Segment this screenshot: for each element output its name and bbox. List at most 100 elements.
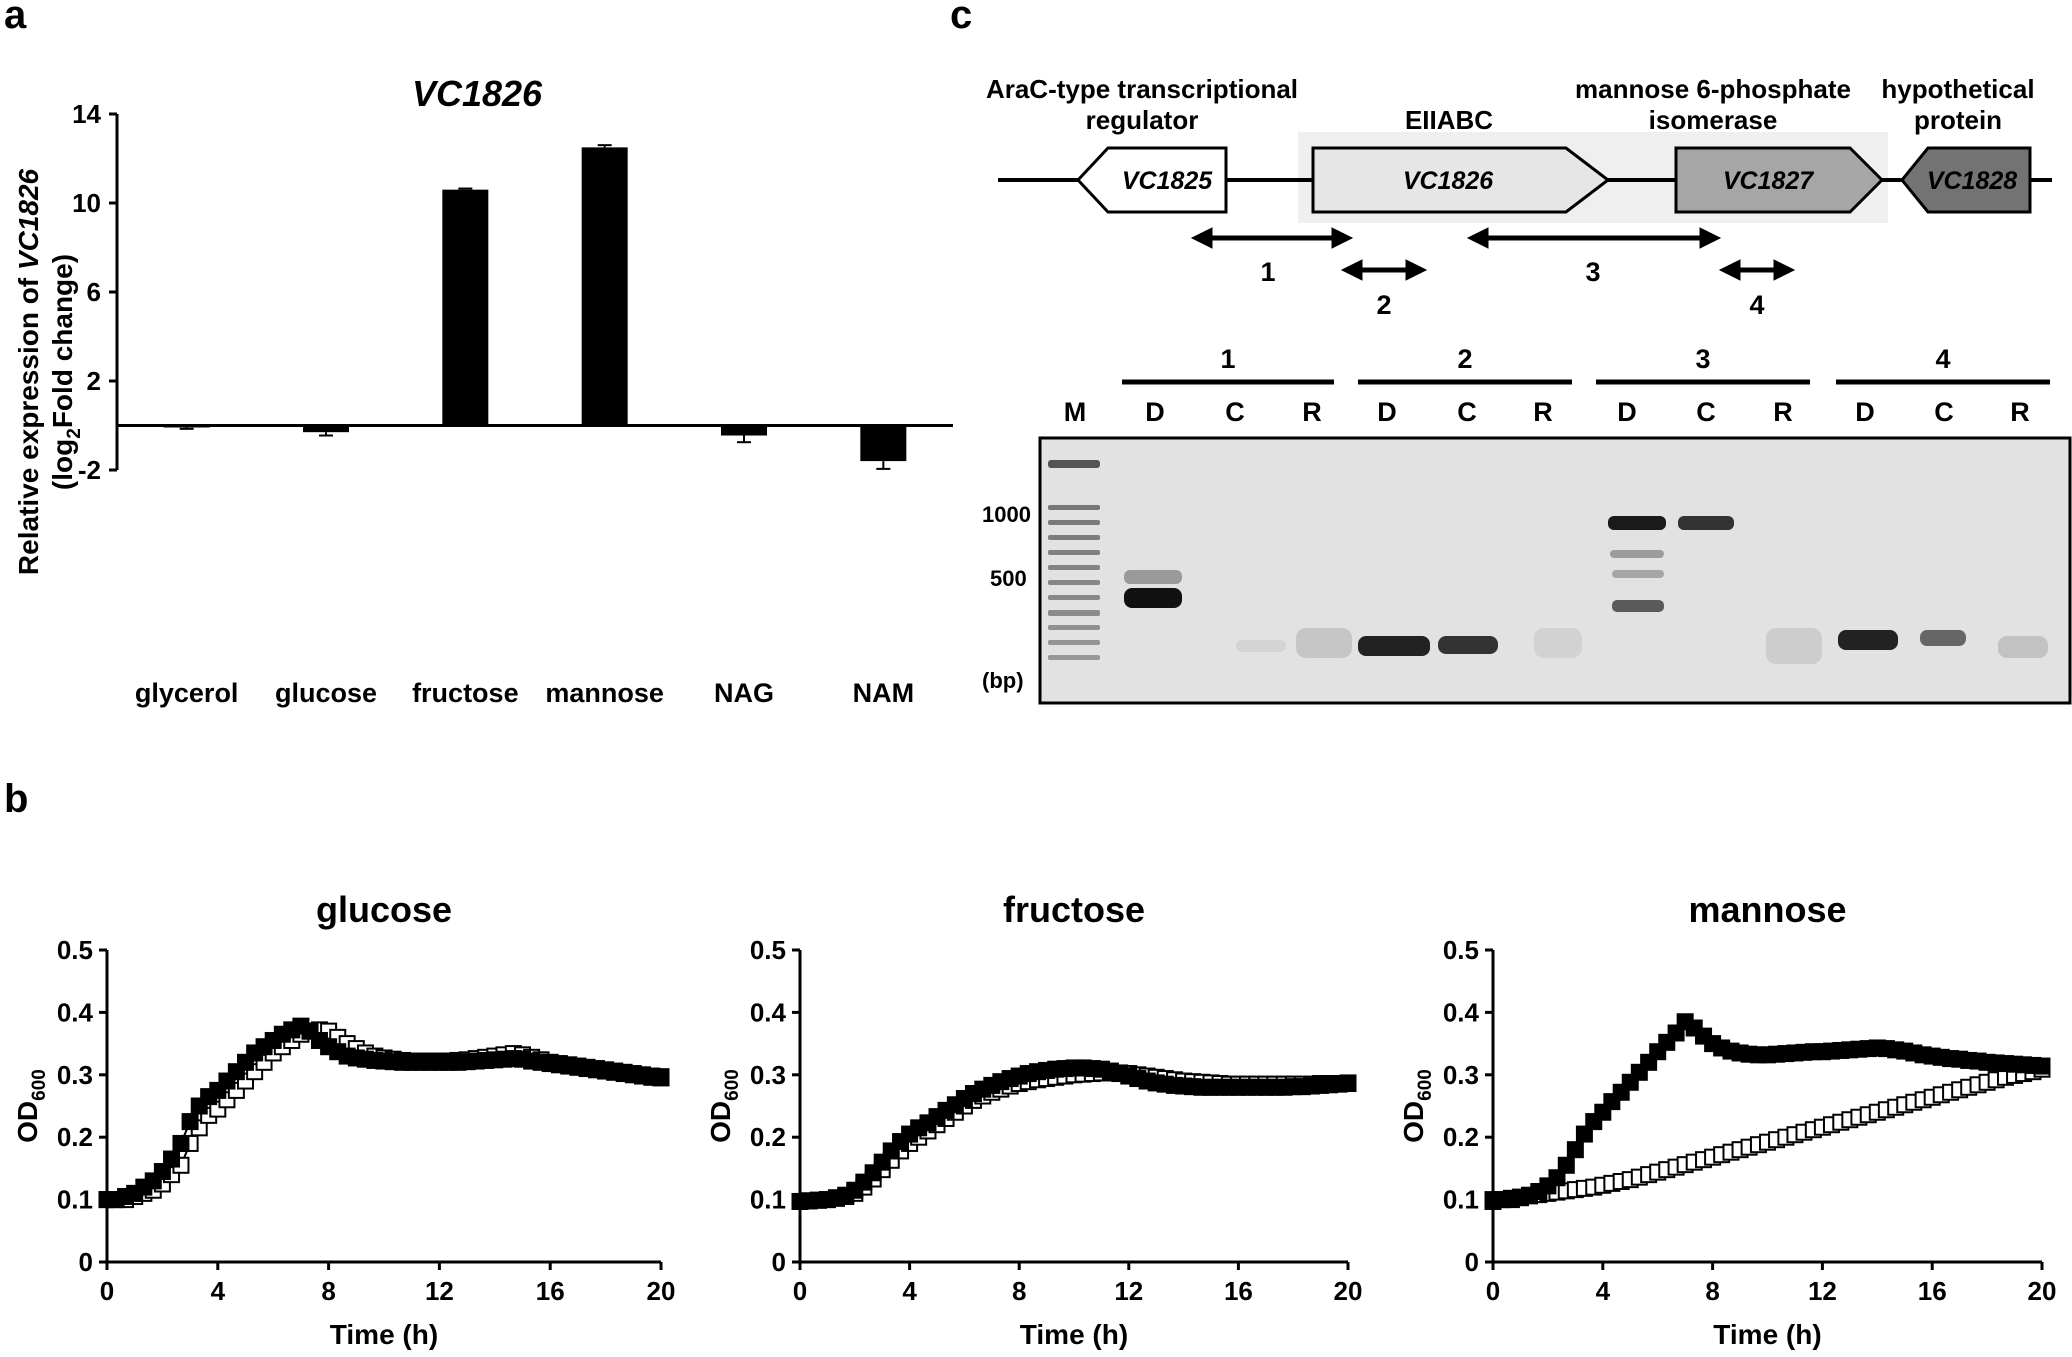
- gel-lane-label-4-R: R: [2010, 397, 2030, 427]
- gene-arrow-vc1825: [1075, 146, 1228, 214]
- growth-y-tick-label: 0.1: [750, 1185, 786, 1215]
- gene-desc-vc1825-line1: AraC-type transcriptional: [986, 74, 1298, 104]
- growth-x-tick-label: 4: [1596, 1276, 1611, 1306]
- gel-size-1000: 1000: [982, 502, 1031, 527]
- gene-name-vc1827: VC1827: [1723, 167, 1814, 195]
- growth-point-filled: [181, 1113, 199, 1131]
- amplicon-label-2: 2: [1376, 290, 1391, 320]
- bar-glycerol: [163, 425, 210, 428]
- gel-lane-label-2-R: R: [1533, 397, 1553, 427]
- gel-lane-label-1-C: C: [1225, 397, 1245, 427]
- bar-chart-bars: [163, 144, 907, 470]
- growth-y-tick-label: 0.5: [1443, 935, 1479, 965]
- gel-marker-ladder: [1048, 460, 1100, 660]
- bar-chart-title: VC1826: [412, 73, 543, 114]
- gene-desc-vc1825-line2: regulator: [1086, 105, 1199, 135]
- panel-letter-b: b: [4, 777, 28, 821]
- growth-y-tick-label: 0.3: [1443, 1060, 1479, 1090]
- amplicon-arrow-3: [1466, 227, 1722, 249]
- amplicon-label-3: 3: [1585, 257, 1600, 287]
- gel-group-headers: 1 2 3 4: [1122, 344, 2050, 385]
- growth-y-tick-label: 0: [772, 1247, 786, 1277]
- growth-chart-fructose: fructose 0 0.1 0.2 0.3 0.4 0.5 0 4 8 12 16 20 Time (h…: [705, 889, 1362, 1350]
- growth-ylabel-sub: 600: [722, 1069, 743, 1101]
- growth-x-tick-label: 4: [211, 1276, 226, 1306]
- growth-x-tick-label: 12: [425, 1276, 454, 1306]
- gene-desc-vc1827-line1: mannose 6-phosphate: [1575, 74, 1851, 104]
- growth-y-tick-label: 0.2: [750, 1122, 786, 1152]
- gel-group-label-2: 2: [1457, 344, 1472, 374]
- gel-lane-label-2-D: D: [1377, 397, 1397, 427]
- ylabel2-post: Fold change): [47, 254, 78, 428]
- gel-lane-label-1-R: R: [1302, 397, 1322, 427]
- bar-category-label-glucose: glucose: [275, 678, 377, 708]
- bar-category-label-NAM: NAM: [853, 678, 915, 708]
- amplicon-arrow-2: [1340, 259, 1428, 281]
- growth-y-tick-label: 0.2: [57, 1122, 93, 1152]
- amplicon-arrow-1: [1190, 227, 1354, 249]
- growth-y-tick-label: 0.4: [57, 997, 94, 1027]
- growth-ylabel: OD600: [705, 1069, 743, 1143]
- growth-point-filled: [1548, 1169, 1566, 1187]
- ylabel2-pre: (log: [47, 439, 78, 490]
- growth-x-tick-label: 16: [1918, 1276, 1947, 1306]
- gel-lane-label-4-D: D: [1855, 397, 1875, 427]
- bar-glucose: [303, 425, 349, 433]
- growth-ylabel-main: OD: [12, 1101, 43, 1143]
- growth-xlabel: Time (h): [1020, 1319, 1128, 1350]
- ylabel-prefix: Relative expression of: [13, 270, 44, 575]
- gel-lane-label-3-R: R: [1773, 397, 1793, 427]
- bar-category-label-NAG: NAG: [714, 678, 774, 708]
- growth-point-filled: [172, 1134, 190, 1152]
- gene-arrow-vc1827: [1674, 146, 1885, 214]
- bar-chart-category-labels: glycerol glucose fructose mannose NAG NAM: [135, 678, 914, 708]
- gene-name-vc1826: VC1826: [1403, 167, 1494, 195]
- bar-chart-ylabel-line1: Relative expression of VC1826: [13, 168, 44, 575]
- growth-chart-mannose: mannose 0 0.1 0.2 0.3 0.4 0.5 0 4 8 12 16 20 Time (h)…: [1398, 889, 2056, 1350]
- gene-desc-vc1828-line1: hypothetical: [1881, 74, 2034, 104]
- bar-y-tick-label: 10: [72, 188, 101, 218]
- bar-category-label-mannose: mannose: [545, 678, 664, 708]
- bar-category-label-glycerol: glycerol: [135, 678, 239, 708]
- growth-ylabel: OD600: [1398, 1069, 1436, 1143]
- growth-x-tick-label: 8: [1012, 1276, 1026, 1306]
- ylabel-gene: VC1826: [13, 168, 44, 270]
- growth-point-filled: [153, 1163, 171, 1181]
- panel-letter-c: c: [950, 0, 972, 37]
- growth-xlabel: Time (h): [330, 1319, 438, 1350]
- bar-chart-expression: VC1826 Relative expression of VC1826 (lo…: [13, 73, 953, 708]
- growth-x-tick-label: 12: [1114, 1276, 1143, 1306]
- bar-category-label-fructose: fructose: [412, 678, 519, 708]
- bar-NAG: [721, 425, 767, 436]
- growth-y-tick-label: 0: [79, 1247, 93, 1277]
- growth-ylabel: OD600: [12, 1069, 50, 1143]
- growth-x-tick-label: 8: [1705, 1276, 1719, 1306]
- growth-point-filled: [1339, 1075, 1357, 1093]
- gel-image: [1038, 436, 2072, 705]
- growth-point-filled: [1575, 1125, 1593, 1143]
- growth-ylabel-main: OD: [1398, 1101, 1429, 1143]
- growth-title-fructose: fructose: [1003, 889, 1145, 930]
- growth-point-filled: [1566, 1141, 1584, 1159]
- growth-y-tick-label: 0.5: [57, 935, 93, 965]
- gel-bands: [1124, 516, 2048, 664]
- bar-y-tick-label: 14: [72, 99, 101, 129]
- growth-y-tick-label: 0.3: [57, 1060, 93, 1090]
- growth-y-tick-label: 0.1: [57, 1185, 93, 1215]
- gel-size-unit: (bp): [982, 668, 1024, 693]
- growth-x-tick-label: 16: [536, 1276, 565, 1306]
- gene-desc-vc1826: EIIABC: [1405, 105, 1493, 135]
- bar-chart-axes: -2 2 6 10 14: [72, 99, 953, 485]
- panel-letter-a: a: [4, 0, 27, 37]
- growth-x-tick-label: 4: [902, 1276, 917, 1306]
- growth-x-tick-label: 20: [1334, 1276, 1363, 1306]
- bar-chart-ylabel-line2: (log2Fold change): [47, 254, 85, 490]
- growth-x-tick-label: 20: [2028, 1276, 2057, 1306]
- growth-y-tick-label: 0.5: [750, 935, 786, 965]
- growth-x-tick-label: 16: [1224, 1276, 1253, 1306]
- bar-mannose: [581, 147, 628, 426]
- gel-size-500: 500: [990, 566, 1027, 591]
- bar-y-tick-label: -2: [78, 455, 101, 485]
